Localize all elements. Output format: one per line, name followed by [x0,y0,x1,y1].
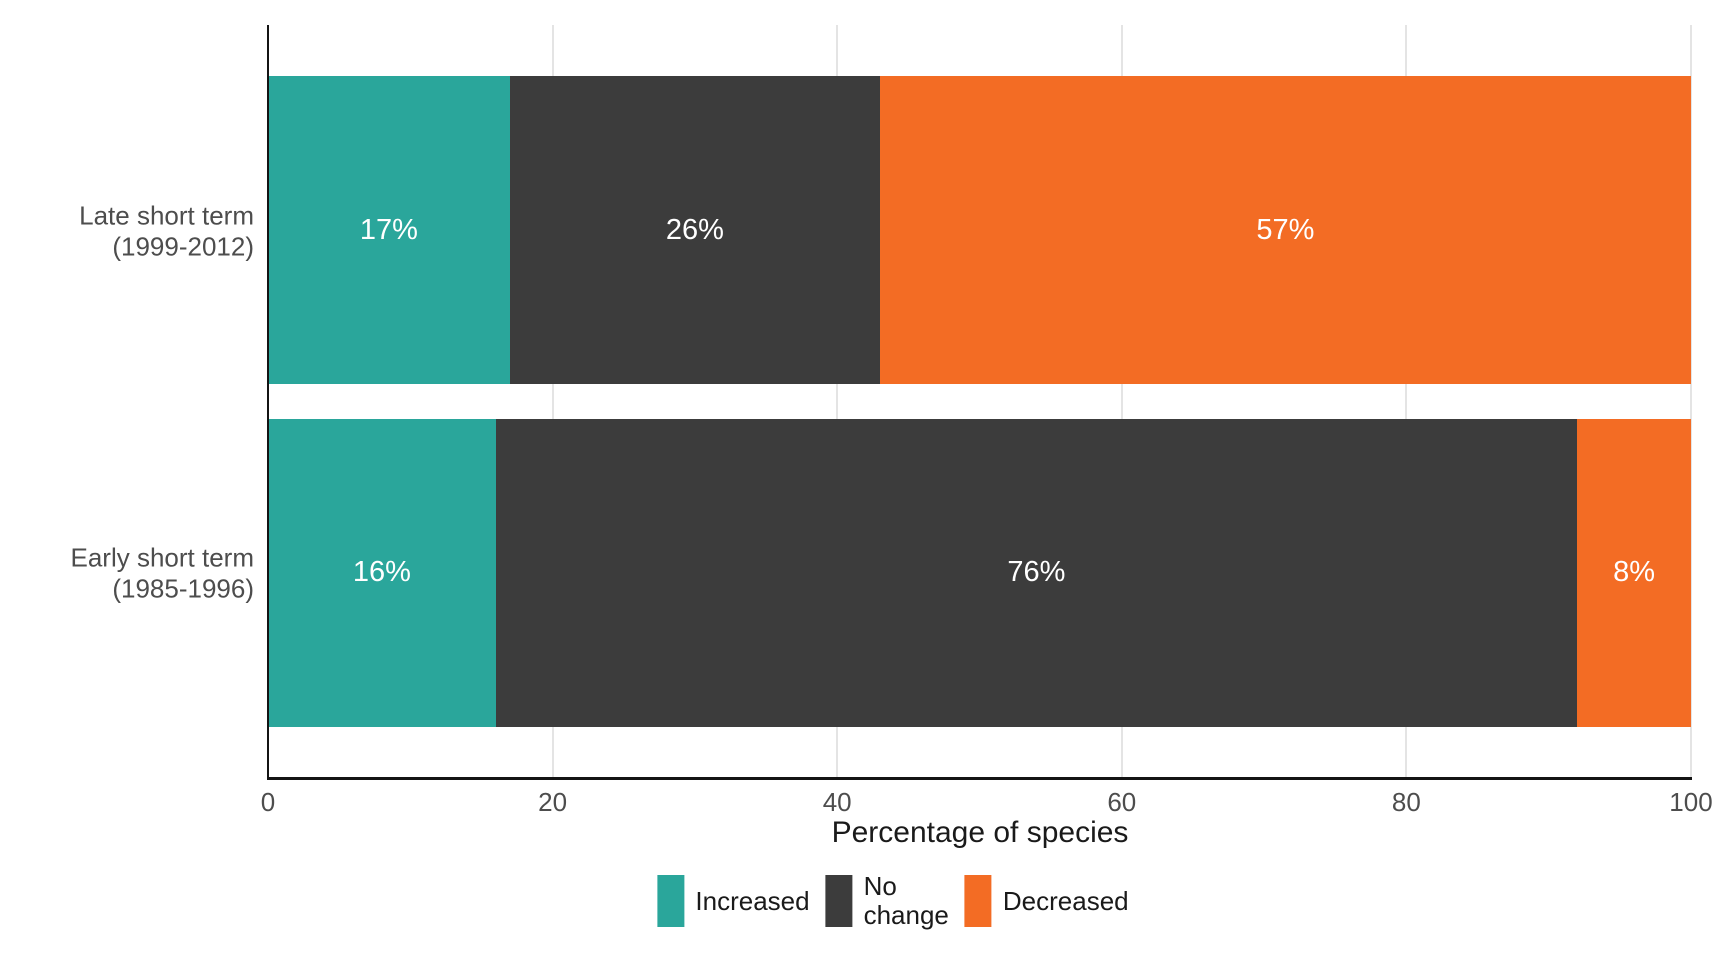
x-tick-label-20: 20 [538,787,568,817]
gridline-100 [1690,25,1692,778]
bar-value-label: 57% [1256,213,1315,246]
y-axis-line [267,25,269,778]
bar-segment-no-change: 76% [495,418,1578,727]
legend-swatch-increased [657,875,685,928]
legend-item-decreased: Decreased [964,875,1129,928]
bar-value-label: 17% [359,213,418,246]
bar-value-label: 16% [352,556,411,589]
plot-panel: 17% 26% 57% 16% 76% 8% [268,25,1692,778]
legend-item-no-change: No change [825,871,949,931]
category-label-line: Late short term [79,200,254,231]
legend-label: Increased [695,885,810,916]
bar-value-label: 8% [1613,556,1656,589]
gridline-40 [836,25,839,778]
x-axis-ticks: 0 20 40 60 80 100 [261,787,1713,819]
x-axis-title: Percentage of species [831,816,1129,849]
x-tick-label-40: 40 [822,787,852,817]
x-tick-label-0: 0 [260,787,276,817]
category-label-line: Early short term [70,542,255,573]
x-tick-label-60: 60 [1107,787,1137,817]
gridline-60 [1120,25,1123,778]
legend-label: Decreased [1002,885,1129,916]
bar-row-late-short-term: 17% 26% 57% [268,76,1691,385]
bar-segment-no-change: 26% [509,76,880,385]
bar-value-label: 26% [665,213,724,246]
bar-row-early-short-term: 16% 76% 8% [268,418,1691,727]
gridline-20 [551,25,554,778]
bar-segment-decreased: 8% [1577,418,1691,727]
x-tick-label-100: 100 [1669,787,1713,817]
legend-swatch-decreased [964,875,992,928]
legend-item-increased: Increased [657,875,810,928]
category-label-early-short-term: Early short term (1985-1996) [0,542,255,603]
legend-swatch-no-change [825,875,853,928]
legend: Increased No change Decreased [657,871,1129,931]
gridline-80 [1405,25,1408,778]
bar-segment-increased: 17% [268,76,510,385]
category-label-line: (1985-1996) [112,573,254,603]
bar-segment-increased: 16% [268,418,496,727]
x-tick-label-80: 80 [1391,787,1421,817]
category-label-line: (1999-2012) [112,231,254,261]
category-label-late-short-term: Late short term (1999-2012) [0,200,254,261]
legend-label: No change [863,871,949,931]
x-axis-line [267,777,1692,780]
bar-segment-decreased: 57% [879,76,1691,385]
bar-value-label: 76% [1007,556,1066,589]
